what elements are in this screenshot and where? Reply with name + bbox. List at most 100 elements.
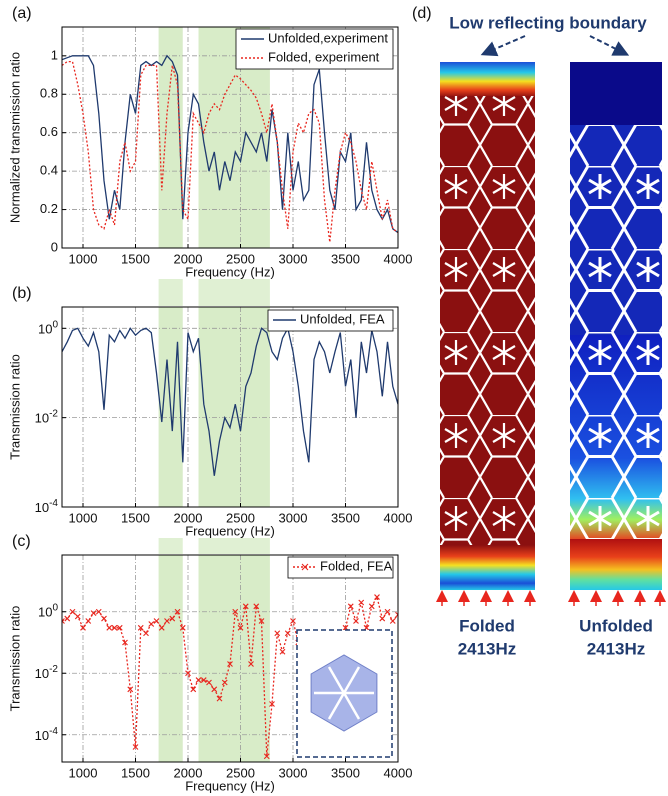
x-tick-label: 3500 — [331, 251, 360, 266]
plot-frame — [61, 26, 399, 249]
series-marker — [253, 603, 260, 610]
y-tick-label: 10-4 — [35, 725, 59, 743]
series-marker — [148, 621, 155, 627]
series-marker — [274, 630, 281, 637]
legend-box — [287, 556, 394, 579]
y-tick-label: 10-2 — [35, 408, 59, 426]
series-marker — [379, 615, 386, 622]
y-tick-label: 100 — [38, 319, 58, 337]
series-marker — [169, 615, 176, 622]
series-marker — [185, 670, 191, 677]
y-tick-label: 1 — [51, 47, 58, 62]
shaded-band-link — [198, 279, 270, 306]
legend-box — [267, 309, 394, 332]
y-axis-label: Transmission ratio — [7, 354, 22, 460]
legend-label: Unfolded, FEA — [300, 311, 385, 326]
y-tick-label: 100 — [38, 602, 58, 620]
series-marker — [221, 679, 228, 686]
tick-base: 10 — [35, 728, 49, 743]
x-tick-label: 3500 — [331, 510, 360, 525]
series-marker — [80, 624, 86, 631]
series-line — [62, 60, 398, 243]
x-tick-label: 2500 — [226, 510, 255, 525]
x-axis-label: Frequency (Hz) — [185, 523, 275, 538]
tick-base: 10 — [38, 605, 52, 620]
series-marker — [174, 608, 181, 615]
column-frequency: 2413Hz — [458, 639, 517, 658]
x-tick-label: 1500 — [121, 251, 150, 266]
inset-snowflake — [314, 666, 374, 720]
series-marker — [200, 677, 207, 683]
plot-frame — [61, 554, 399, 763]
series-marker — [143, 630, 149, 637]
column-frequency: 2413Hz — [587, 639, 646, 658]
y-tick-label: 0.8 — [40, 86, 58, 101]
x-tick-label: 2000 — [174, 765, 203, 780]
series-marker — [190, 686, 197, 693]
legend-label: Folded, experiment — [268, 49, 380, 64]
field-bottom — [440, 545, 535, 590]
plot-frame — [61, 306, 399, 508]
x-axis-label: Frequency (Hz) — [185, 264, 275, 279]
series-marker — [358, 599, 365, 606]
y-tick-label: 0.6 — [40, 124, 58, 139]
series-marker — [111, 624, 118, 631]
series-marker — [62, 618, 65, 624]
lattice — [570, 125, 662, 540]
arrow — [480, 35, 526, 57]
series-marker — [395, 611, 398, 618]
series-marker — [279, 648, 286, 655]
x-tick-label: 2500 — [226, 251, 255, 266]
legend-label: Folded, FEA — [320, 558, 393, 573]
tick-exponent: 0 — [52, 319, 58, 330]
series-marker — [127, 686, 134, 693]
x-tick-label: 2500 — [226, 765, 255, 780]
lattice — [440, 96, 535, 546]
series-marker — [106, 624, 113, 631]
x-tick-label: 1500 — [121, 765, 150, 780]
panel-label: (d) — [412, 5, 432, 22]
series-marker — [195, 677, 202, 683]
series-marker — [242, 603, 249, 610]
tick-exponent: -2 — [49, 664, 58, 675]
x-tick-label: 3000 — [279, 510, 308, 525]
series-marker — [269, 701, 275, 707]
x-tick-label: 2000 — [174, 510, 203, 525]
column-name: Folded — [459, 616, 515, 635]
panel-d: (d) Low reflecting boundary Folded 2413H… — [412, 5, 666, 658]
shaded-band-link — [158, 279, 183, 306]
shaded-band — [158, 555, 183, 762]
panel-label: (c) — [12, 533, 31, 550]
tick-base: 10 — [38, 322, 52, 337]
field-top — [440, 62, 535, 97]
legend-box — [235, 28, 394, 70]
tick-exponent: 0 — [52, 602, 58, 613]
tick-exponent: -4 — [49, 498, 58, 509]
series-marker — [368, 603, 375, 610]
field-bottom — [570, 539, 662, 590]
series-marker — [116, 624, 123, 631]
series-line — [62, 326, 398, 476]
series-marker — [69, 608, 76, 615]
x-tick-label: 3000 — [279, 765, 308, 780]
x-tick-label: 3000 — [279, 251, 308, 266]
series-marker — [64, 615, 71, 622]
field-top — [570, 62, 662, 126]
x-tick-label: 1000 — [69, 251, 98, 266]
series-marker — [384, 608, 391, 615]
y-tick-label: 0 — [51, 239, 58, 254]
series-marker — [232, 608, 239, 615]
boundary-label: Low reflecting boundary — [449, 13, 647, 32]
series-marker — [137, 624, 144, 631]
tick-exponent: -2 — [49, 408, 58, 419]
series-marker — [216, 695, 223, 702]
series-marker — [211, 686, 218, 693]
series-marker — [85, 618, 92, 624]
excitation-arrows — [436, 590, 666, 606]
tick-base: 10 — [35, 667, 49, 682]
tick-exponent: -4 — [49, 725, 58, 736]
shaded-band-link — [198, 538, 270, 554]
series-marker — [374, 594, 380, 600]
